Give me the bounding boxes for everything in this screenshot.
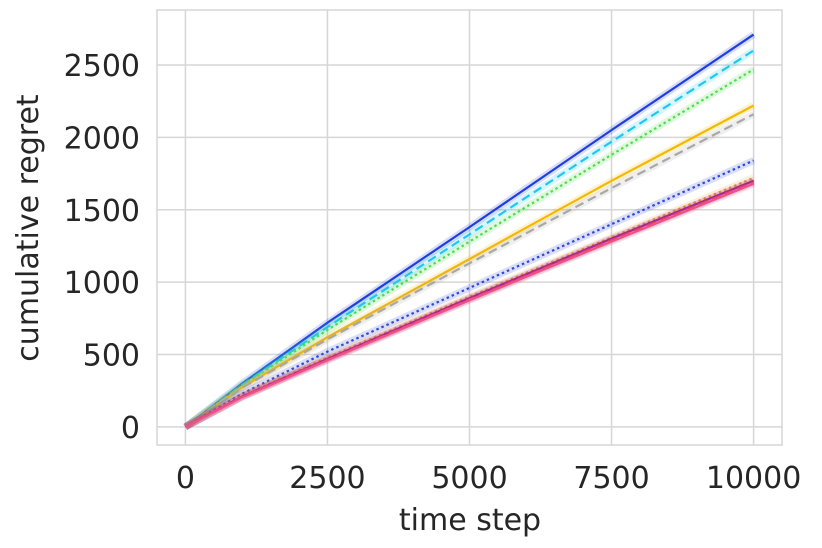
y-axis-label: cumulative regret — [11, 94, 46, 362]
line — [184, 182, 755, 428]
line — [184, 181, 755, 428]
y-tick-label: 500 — [83, 339, 140, 374]
line — [184, 49, 755, 428]
x-axis-label: time step — [399, 503, 541, 538]
y-tick-label: 2500 — [64, 49, 140, 84]
y-tick-label: 1500 — [64, 194, 140, 229]
x-tick-label: 10000 — [706, 461, 801, 496]
x-tick-label: 0 — [176, 461, 195, 496]
y-tick-label: 0 — [121, 411, 140, 446]
line — [184, 113, 755, 428]
y-tick-label: 2000 — [64, 121, 140, 156]
line — [184, 159, 755, 428]
x-tick-label: 2500 — [289, 461, 365, 496]
x-tick-label: 5000 — [431, 461, 507, 496]
y-tick-label: 1000 — [64, 266, 140, 301]
x-tick-label: 7500 — [573, 461, 649, 496]
